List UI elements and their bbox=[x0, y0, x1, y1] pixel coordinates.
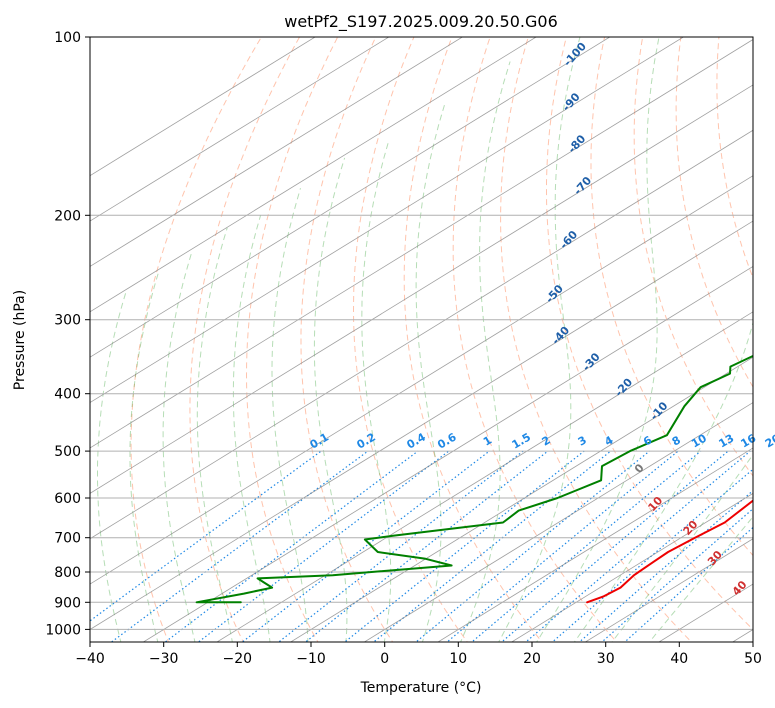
plot-background bbox=[90, 37, 753, 642]
isotherm bbox=[90, 37, 390, 222]
moist-adiabat bbox=[196, 227, 233, 642]
isotherm bbox=[90, 220, 753, 630]
moist-adiabat bbox=[361, 141, 392, 642]
mixing-ratio-line bbox=[164, 450, 419, 642]
y-tick-label: 300 bbox=[54, 313, 81, 329]
mixing-ratio-line bbox=[110, 450, 369, 642]
y-tick-label: 400 bbox=[54, 387, 81, 403]
mixing-ratio-line bbox=[524, 450, 751, 642]
y-tick-label: 100 bbox=[54, 30, 81, 46]
x-tick-label: 50 bbox=[744, 651, 762, 667]
mixing-ratio-line bbox=[601, 507, 753, 642]
y-axis: 100 200 300 400 500 600 700 800 900 1000 bbox=[45, 30, 90, 638]
x-tick-label: −30 bbox=[149, 651, 179, 667]
isotherm bbox=[90, 37, 537, 313]
data-series bbox=[195, 354, 753, 604]
y-tick-label: 800 bbox=[54, 565, 81, 581]
y-tick-label: 1000 bbox=[45, 622, 81, 638]
x-tick-label: 40 bbox=[670, 651, 688, 667]
x-tick-label: −40 bbox=[75, 651, 105, 667]
moist-adiabat bbox=[648, 515, 753, 642]
dry-adiabat bbox=[546, 37, 753, 631]
isotherm bbox=[90, 37, 316, 177]
mixing-ratio-line bbox=[500, 450, 729, 642]
dry-adiabat bbox=[757, 10, 775, 654]
isotherm bbox=[584, 538, 753, 642]
dry-adiabat bbox=[452, 37, 618, 642]
moist-adiabat bbox=[162, 251, 196, 642]
y-tick-label: 200 bbox=[54, 208, 81, 224]
x-tick-label: −20 bbox=[223, 651, 253, 667]
isotherm bbox=[437, 447, 753, 642]
mixing-ratio-line bbox=[372, 450, 612, 642]
isotherm bbox=[289, 356, 753, 642]
moist-adiabat bbox=[536, 37, 660, 642]
x-axis-title: Temperature (°C) bbox=[360, 680, 482, 696]
dry-adiabat bbox=[403, 37, 543, 642]
dewpoint-profile bbox=[195, 354, 753, 604]
x-tick-label: 30 bbox=[597, 651, 615, 667]
dry-adiabat bbox=[675, 37, 753, 388]
dry-adiabat bbox=[352, 37, 468, 642]
isotherm bbox=[90, 37, 611, 358]
moist-adiabat bbox=[313, 157, 348, 642]
moist-adiabat bbox=[611, 453, 753, 642]
y-axis-title: Pressure (hPa) bbox=[12, 290, 28, 390]
x-axis: −40 −30 −20 −10 0 10 20 30 40 50 bbox=[75, 642, 762, 667]
mixing-ratio-line bbox=[304, 450, 549, 642]
temperature-profile bbox=[586, 499, 753, 604]
isotherm bbox=[90, 175, 753, 585]
dry-adiabat bbox=[189, 37, 301, 642]
mixing-ratio-label: 20 bbox=[763, 431, 775, 450]
plot-frame bbox=[89, 36, 754, 643]
dry-adiabat bbox=[716, 37, 753, 280]
y-tick-label: 900 bbox=[54, 595, 81, 611]
mixing-ratio-line bbox=[415, 450, 650, 642]
mixing-ratio-line bbox=[90, 450, 322, 622]
moist-adiabat bbox=[271, 188, 309, 642]
isotherm bbox=[90, 84, 753, 494]
mixing-ratio-line bbox=[241, 450, 490, 642]
chart-title: wetPf2_S197.2025.009.20.50.G06 bbox=[284, 12, 558, 32]
y-tick-label: 600 bbox=[54, 491, 81, 507]
isotherm bbox=[90, 37, 464, 267]
dry-adiabat bbox=[130, 37, 262, 642]
isotherm bbox=[510, 492, 753, 642]
isotherm bbox=[142, 265, 753, 642]
dry-adiabat bbox=[300, 37, 394, 642]
isotherm bbox=[90, 39, 753, 449]
x-tick-label: 10 bbox=[449, 651, 467, 667]
x-tick-label: 0 bbox=[380, 651, 389, 667]
dry-adiabat bbox=[500, 37, 693, 642]
isotherm bbox=[363, 402, 753, 642]
dry-adiabat bbox=[590, 37, 753, 557]
mixing-ratio-line bbox=[277, 450, 524, 642]
y-tick-label: 700 bbox=[54, 531, 81, 547]
x-tick-label: 20 bbox=[523, 651, 541, 667]
isotherm bbox=[90, 129, 753, 540]
moist-adiabat bbox=[573, 320, 753, 642]
x-tick-label: −10 bbox=[296, 651, 326, 667]
mixing-ratio-line bbox=[470, 450, 702, 642]
y-tick-label: 500 bbox=[54, 444, 81, 460]
isotherm bbox=[90, 37, 685, 404]
